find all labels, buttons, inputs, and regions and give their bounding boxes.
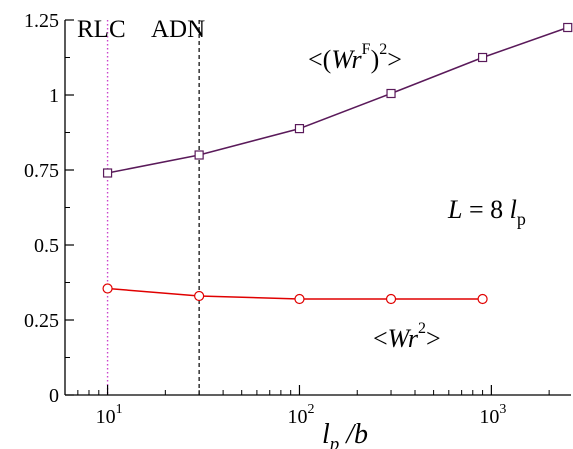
x-tick-label: 103 [479,402,506,428]
series-point-square [563,22,573,33]
x-axis-label-main: l [322,419,330,449]
x-axis-label: lp /b [322,419,368,449]
series-point-square [194,150,204,160]
series-point-square [386,88,396,99]
series-line-square [107,26,568,174]
y-tick-label: 0.5 [34,235,59,257]
y-tick-label: 1.25 [24,10,59,32]
x-tick-label: 101 [96,402,123,428]
y-tick-label: 0.75 [24,160,59,182]
x-tick-label: 102 [287,402,314,428]
axes [64,19,571,396]
y-tick-label: 0.25 [24,310,59,332]
annotation-adn: ADN [151,16,205,43]
series-point-square [477,52,488,63]
annotation-length: L = 8 lp [447,195,526,229]
x-axis-label-sub: p [328,434,340,449]
y-tick-label: 0 [49,385,59,407]
y-tick-label: 1 [49,85,59,107]
y-tick-labels: 0 0.25 0.5 0.75 1 1.25 [24,10,59,407]
x-axis-label-rest: /b [339,419,368,449]
series-point-circle [194,290,205,302]
vertical-lines [106,20,200,395]
annotation-wrf-squared: <(WrF)2> [308,41,402,74]
series-point-circle [385,293,397,305]
series-point-square [294,123,305,134]
series-markers [102,22,573,305]
x-tick-labels: 101 102 103 [96,402,507,428]
series-point-square [102,168,113,178]
series-point-circle [102,283,113,294]
annotation-rlc: RLC [77,16,126,43]
series-point-circle [477,293,488,305]
annotation-wr-squared: <Wr2> [373,320,441,353]
series-point-circle [294,293,305,305]
